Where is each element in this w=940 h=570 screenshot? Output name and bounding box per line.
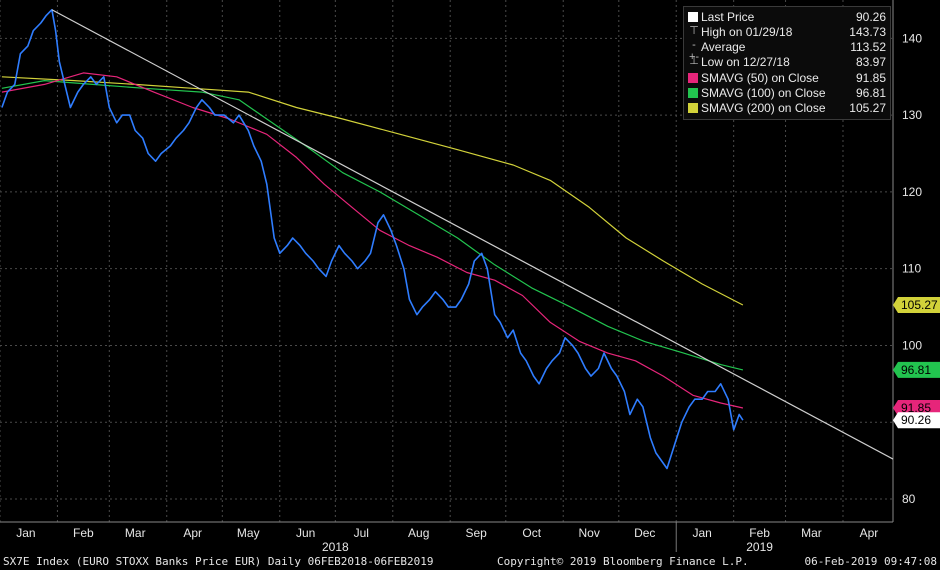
series-line-smavg-50 [1, 72, 744, 409]
y-tick-label: 120 [902, 185, 922, 199]
x-tick-label: Feb [73, 526, 94, 540]
value-tag-label: 105.27 [901, 298, 938, 312]
series-layer [1, 8, 894, 470]
series-line-last-price [1, 8, 744, 470]
legend-label: SMAVG (50) on Close [701, 71, 819, 85]
legend-label: SMAVG (200) on Close [701, 101, 826, 115]
low-marker-icon: ⊥ [689, 55, 699, 67]
legend-label: SMAVG (100) on Close [701, 86, 826, 100]
y-tick-label: 130 [902, 108, 922, 122]
legend-swatch-smavg-100 [688, 88, 698, 98]
year-label: 2019 [746, 540, 773, 552]
legend-value: 96.81 [855, 86, 886, 100]
value-tag-background [893, 412, 940, 429]
legend-label: Last Price [701, 10, 755, 24]
value-tag: 96.81 [893, 361, 940, 378]
x-tick-label: Jul [354, 526, 369, 540]
year-label: 2018 [322, 540, 349, 552]
value-tag: 90.26 [893, 412, 940, 429]
footer-copyright: Copyright© 2019 Bloomberg Finance L.P. [497, 555, 749, 568]
x-tick-label: Sep [465, 526, 487, 540]
legend-row-smavg-50: SMAVG (50) on Close 91.85 [684, 71, 890, 86]
value-tag-label: 91.85 [901, 401, 931, 415]
y-tick-label: 110 [902, 262, 921, 276]
legend-label: High on 01/29/18 [701, 25, 793, 39]
y-tick-label: 80 [902, 492, 916, 506]
x-tick-label: Feb [749, 526, 770, 540]
legend-label: Average [701, 40, 746, 54]
legend-value: 143.73 [849, 25, 886, 39]
footer-timestamp: 06-Feb-2019 09:47:08 [804, 555, 937, 568]
value-tag-label: 90.26 [901, 413, 931, 427]
legend-value: 105.27 [849, 101, 886, 115]
legend-value: 91.85 [855, 71, 886, 85]
y-tick-label: 100 [902, 338, 922, 352]
legend-row-high: ⊤ High on 01/29/18 143.73 [684, 25, 890, 40]
x-tick-label: Dec [634, 526, 655, 540]
legend-row-average: -+- Average 113.52 [684, 39, 890, 63]
value-tag-label: 96.81 [901, 363, 931, 377]
average-marker-icon: -+- [688, 39, 700, 63]
y-tick-label: 140 [902, 31, 922, 45]
legend-swatch-smavg-50 [688, 73, 698, 83]
legend: Last Price 90.26 ⊤ High on 01/29/18 143.… [683, 6, 891, 120]
x-tick-label: Aug [408, 526, 429, 540]
x-tick-label: Mar [125, 526, 146, 540]
x-tick-label: Apr [183, 526, 202, 540]
legend-label: Low on 12/27/18 [701, 55, 790, 69]
legend-value: 90.26 [855, 10, 886, 24]
series-line-smavg-200 [1, 76, 744, 306]
legend-row-last-price: Last Price 90.26 [684, 10, 890, 25]
value-tag: 105.27 [893, 296, 940, 313]
legend-row-smavg-200: SMAVG (200) on Close 105.27 [684, 101, 890, 116]
footer-index-description: SX7E Index (EURO STOXX Banks Price EUR) … [3, 555, 434, 568]
legend-row-low: ⊥ Low on 12/27/18 83.97 [684, 55, 890, 70]
legend-swatch-smavg-200 [688, 103, 698, 113]
value-tag: 91.85 [893, 400, 940, 417]
x-tick-label: Jan [692, 526, 711, 540]
value-tag-background [893, 296, 940, 313]
x-tick-label: Nov [578, 526, 599, 540]
legend-row-smavg-100: SMAVG (100) on Close 96.81 [684, 86, 890, 101]
x-tick-label: Oct [522, 526, 541, 540]
legend-swatch-last-price [688, 12, 698, 22]
x-tick-label: May [237, 526, 260, 540]
value-tag-background [893, 400, 940, 417]
x-tick-label: Jun [296, 526, 315, 540]
x-tick-label: Jan [16, 526, 35, 540]
legend-value: 113.52 [850, 40, 886, 54]
trendline [51, 9, 894, 460]
legend-value: 83.97 [855, 55, 886, 69]
series-line-smavg-100 [1, 79, 744, 371]
footer-bar: SX7E Index (EURO STOXX Banks Price EUR) … [0, 552, 940, 570]
value-tag-background [893, 361, 940, 378]
high-marker-icon: ⊤ [689, 25, 699, 37]
x-tick-label: Mar [801, 526, 822, 540]
x-tick-label: Apr [860, 526, 879, 540]
